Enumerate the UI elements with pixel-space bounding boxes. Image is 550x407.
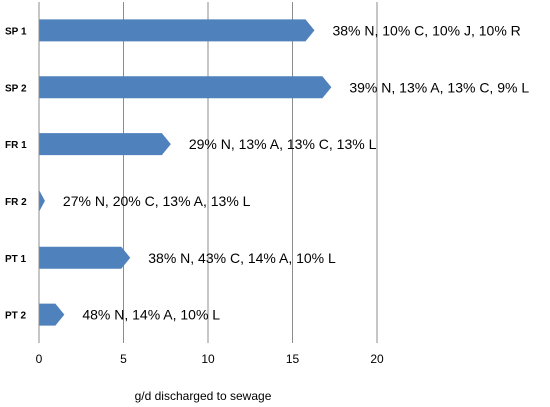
data-label-0: 38% N, 10% C, 10% J, 10% R <box>332 22 520 38</box>
bar-pt-1 <box>39 246 131 269</box>
data-label-1: 39% N, 13% A, 13% C, 9% L <box>349 79 529 95</box>
category-label-2: FR 1 <box>5 140 27 151</box>
x-axis-title: g/d discharged to sewage <box>135 389 272 403</box>
category-labels: SP 1 SP 2 FR 1 FR 2 PT 1 PT 2 <box>5 26 27 321</box>
category-label-5: PT 2 <box>5 311 27 322</box>
bar-sp-2 <box>39 76 332 99</box>
bar-pt-2 <box>39 303 65 326</box>
x-tick-label-2: 10 <box>201 352 215 366</box>
data-label-2: 29% N, 13% A, 13% C, 13% L <box>189 136 377 152</box>
data-labels: 38% N, 10% C, 10% J, 10% R 39% N, 13% A, … <box>63 22 529 322</box>
category-label-3: FR 2 <box>5 197 27 208</box>
category-label-1: SP 2 <box>5 83 27 94</box>
x-tick-label-0: 0 <box>36 352 43 366</box>
data-label-3: 27% N, 20% C, 13% A, 13% L <box>63 193 251 209</box>
x-tick-label-1: 5 <box>120 352 127 366</box>
bar-fr-1 <box>39 133 171 156</box>
data-label-4: 38% N, 43% C, 14% A, 10% L <box>148 250 336 266</box>
x-tick-labels: 0 5 10 15 20 <box>36 352 384 366</box>
bar-sp-1 <box>39 19 315 42</box>
bars <box>39 19 332 326</box>
category-label-4: PT 1 <box>5 254 27 265</box>
x-tick-label-3: 15 <box>286 352 300 366</box>
category-label-0: SP 1 <box>5 26 27 37</box>
data-label-5: 48% N, 14% A, 10% L <box>82 307 220 323</box>
bar-fr-2 <box>39 189 45 212</box>
x-tick-label-4: 20 <box>370 352 384 366</box>
gridlines <box>123 2 378 343</box>
